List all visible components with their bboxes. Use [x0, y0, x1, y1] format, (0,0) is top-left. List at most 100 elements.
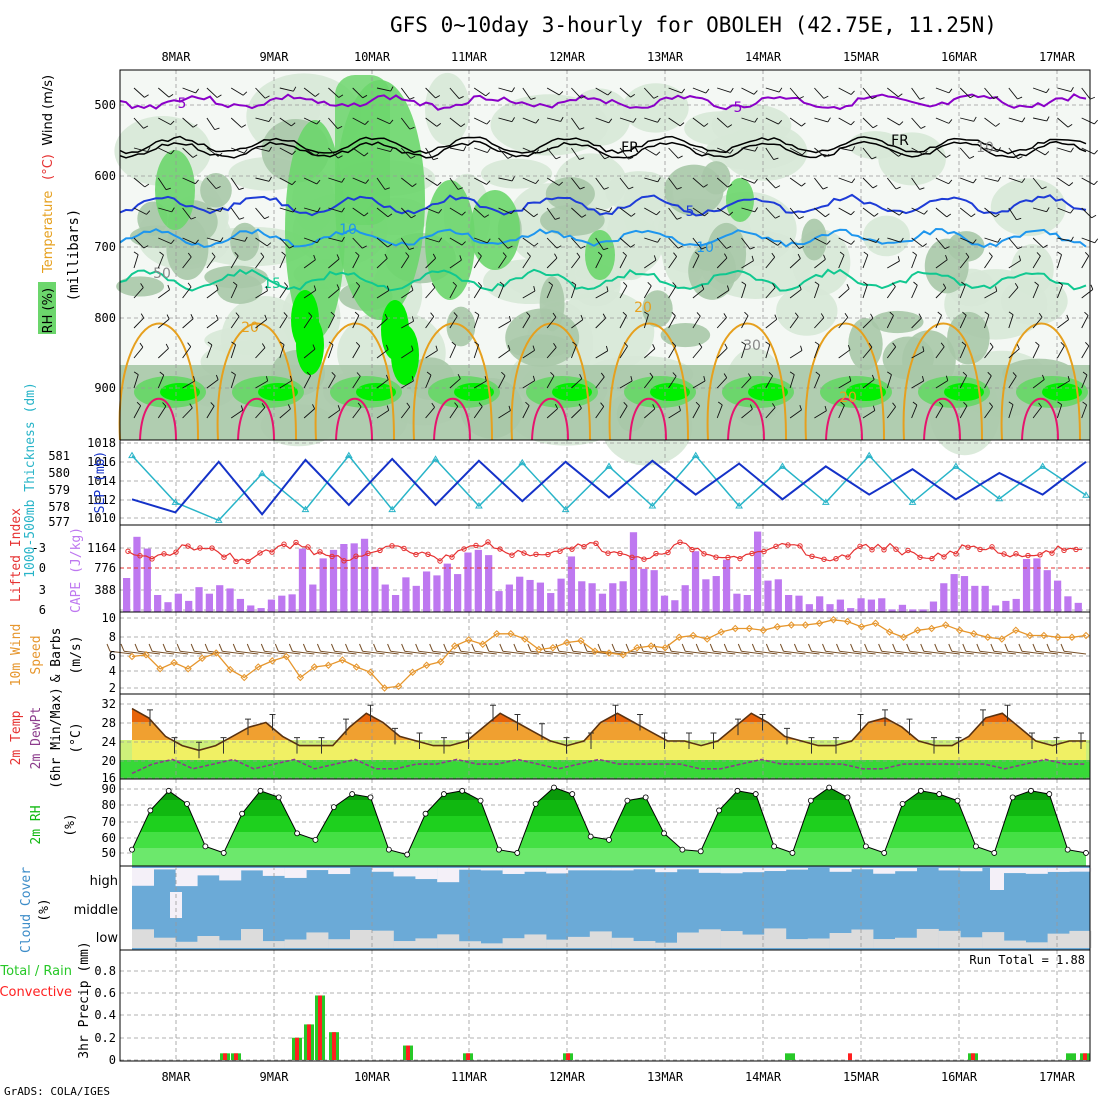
rh-shade-mid: [660, 323, 711, 348]
wind-barb-upper: [473, 87, 487, 97]
wind-barb-upper: [220, 237, 224, 242]
wind-barb-upper: [387, 213, 393, 218]
cloud-low-bar: [960, 937, 983, 948]
lifted-index-point: [365, 550, 371, 557]
wind-barb-upper: [728, 211, 734, 216]
wind-barb-upper: [794, 312, 799, 317]
cape-bar: [505, 584, 513, 612]
rh-point: [312, 836, 319, 843]
wind-barb-upper: [244, 236, 248, 242]
wind-barb-upper: [533, 213, 539, 218]
rh-shade-mid: [506, 334, 571, 359]
wind-barb-upper: [230, 409, 244, 419]
wind-barb-upper: [939, 401, 944, 407]
wind-barb-upper: [546, 117, 561, 122]
temp-area-orange: [132, 708, 1035, 740]
wind-barb-10m: [218, 643, 223, 652]
wind-barb-upper: [314, 93, 320, 97]
wind-speed-point: [913, 626, 922, 634]
wind-barb-upper: [341, 236, 345, 242]
wind-barb-upper: [619, 177, 630, 190]
wind-speed-point: [464, 636, 473, 644]
wind-barb-upper: [158, 207, 172, 213]
rh-area-band: [147, 800, 1057, 816]
wind-barb-upper: [911, 177, 920, 190]
wind-barb-upper: [522, 237, 535, 247]
wind-barb-upper: [158, 318, 170, 329]
temp-tick-label: 28: [102, 716, 116, 730]
rh-shade-light: [990, 178, 1066, 237]
wind-barb-upper: [1016, 344, 1020, 349]
wind-barb-upper: [170, 149, 175, 155]
wind-barb-upper: [655, 151, 661, 156]
wind-barb-10m: [373, 643, 378, 652]
wind-barb-10m: [190, 643, 195, 652]
wind-speed-point: [843, 617, 852, 626]
wind-barb-upper: [862, 317, 874, 329]
wind-barb-10m: [302, 643, 307, 652]
cloud-high-bar: [284, 868, 307, 878]
wind-barb-upper: [935, 380, 949, 389]
wind-barb-upper: [716, 404, 723, 419]
cloud-high-bar: [546, 868, 569, 874]
wind-barb-upper: [133, 346, 144, 359]
wind-barb-upper: [522, 315, 531, 329]
wind-barb-upper: [449, 378, 461, 389]
wind-barb-upper: [741, 260, 754, 269]
wind-barb-upper: [182, 117, 194, 128]
wind-barb-upper: [741, 341, 746, 346]
wind-barb-upper: [571, 407, 582, 419]
wind-barb-10m: [123, 650, 147, 655]
wind-barb-upper: [182, 147, 194, 158]
wind-speed-point: [577, 637, 585, 645]
wind-barb-upper: [814, 237, 828, 245]
rh-point: [1028, 787, 1034, 794]
wind-speed-point: [675, 633, 683, 641]
lifted-index-point: [173, 549, 179, 555]
rh-point: [661, 830, 667, 837]
lifted-index-point: [401, 545, 407, 552]
cape-bar: [485, 555, 493, 612]
wind-barb-upper: [473, 255, 482, 269]
wind-barb-upper: [303, 375, 312, 389]
wind-barb-upper: [657, 237, 661, 243]
wind-barb-upper: [1057, 177, 1070, 187]
wind-barb-upper: [436, 123, 442, 127]
wind-speed-point: [156, 665, 164, 673]
wind-barb-upper: [337, 125, 343, 129]
temp-contour-30: [139, 397, 177, 441]
wind-barb-10m: [993, 650, 1016, 655]
wind-barb-upper: [206, 289, 219, 299]
wind-barb-upper: [230, 316, 240, 329]
cloud-low-bar: [1069, 930, 1092, 948]
cloud-high-bar: [306, 868, 329, 871]
wind-barb-upper: [984, 87, 994, 99]
wind-barb-upper: [984, 406, 993, 419]
wind-barb-upper: [692, 147, 706, 155]
wind-barb-10m: [530, 650, 553, 655]
wind-barb-upper: [839, 251, 845, 256]
wind-barb-10m: [909, 650, 932, 655]
wind-barb-upper: [921, 375, 925, 382]
wind-barb-upper: [157, 348, 169, 359]
wind-barb-upper: [862, 207, 875, 217]
pressure-tick-label: 800: [94, 311, 116, 325]
wind-barb-upper: [187, 282, 192, 288]
wind-barb-upper: [579, 127, 585, 130]
temp-contour-20: [412, 322, 493, 441]
wind-barb-upper: [210, 402, 215, 407]
wind-barb-upper: [133, 374, 139, 389]
wind-barb-upper: [1060, 341, 1065, 347]
wind-barb-upper: [498, 87, 513, 93]
cape-bar: [298, 548, 307, 612]
cloud-high-bar: [437, 868, 460, 883]
wind-barb-upper: [822, 186, 828, 190]
wind-barb-upper: [376, 349, 389, 359]
wind-barb-upper: [401, 320, 414, 329]
wind-barb-upper: [235, 312, 240, 317]
wind-barb-upper: [935, 87, 950, 94]
wind-barb-upper: [972, 239, 977, 244]
wind-barb-upper: [871, 156, 877, 160]
wind-speed-point: [871, 619, 880, 627]
